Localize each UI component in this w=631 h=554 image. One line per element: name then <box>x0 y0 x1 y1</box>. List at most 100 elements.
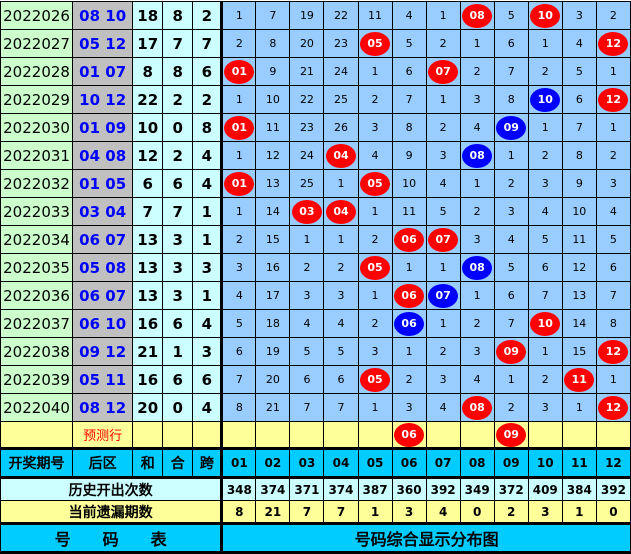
number-cell: 6 <box>323 365 359 394</box>
number-cell: 7 <box>561 113 597 142</box>
number-cell: 1 <box>527 113 563 142</box>
prediction-cell <box>561 421 597 449</box>
span-cell: 1 <box>192 197 224 226</box>
sum-cell: 16 <box>132 365 164 394</box>
back-zone-cell: 09 12 <box>72 337 134 366</box>
number-cell: 6 <box>493 29 529 58</box>
red-ball: 05 <box>360 255 391 280</box>
number-cell: 11 <box>255 113 291 142</box>
number-cell: 4 <box>289 309 325 338</box>
number-cell: 7 <box>527 281 563 310</box>
number-cell: 15 <box>255 225 291 254</box>
red-ball: 05 <box>360 171 391 196</box>
number-cell: 6 <box>595 253 631 282</box>
number-cell: 2 <box>425 113 461 142</box>
number-cell: 14 <box>255 197 291 226</box>
number-cell: 05 <box>357 253 393 282</box>
history-value: 384 <box>561 477 597 501</box>
span-cell: 3 <box>192 337 224 366</box>
red-ball: 07 <box>428 59 459 84</box>
history-value: 387 <box>357 477 393 501</box>
table-row: 2022034 06 07 13 3 1 2 15 1 1 2 06 07 3 4 5 11 5 <box>0 225 631 254</box>
sum-cell: 8 <box>132 57 164 86</box>
number-cell: 06 <box>391 281 427 310</box>
number-cell: 18 <box>255 309 291 338</box>
prediction-cell <box>255 421 291 449</box>
he-cell: 6 <box>162 309 194 338</box>
red-ball: 05 <box>360 31 391 56</box>
history-value: 360 <box>391 477 427 501</box>
blue-ball: 10 <box>530 87 561 112</box>
number-cell: 8 <box>255 29 291 58</box>
number-cell: 11 <box>357 1 393 30</box>
period-cell: 2022026 <box>0 1 74 30</box>
number-cell: 5 <box>323 337 359 366</box>
prediction-cell <box>289 421 325 449</box>
span-cell: 6 <box>192 57 224 86</box>
period-cell: 2022027 <box>0 29 74 58</box>
number-cell: 11 <box>561 225 597 254</box>
footer-left-title: 号 码 表 <box>0 522 224 554</box>
number-cell: 3 <box>459 225 495 254</box>
header-sum: 和 <box>132 447 164 479</box>
current-value: 2 <box>493 500 529 524</box>
header-period: 开奖期号 <box>0 447 74 479</box>
empty-cell <box>192 421 224 449</box>
number-cell: 5 <box>527 225 563 254</box>
red-ball: 10 <box>530 3 561 28</box>
number-cell: 12 <box>595 393 631 422</box>
history-value: 374 <box>255 477 291 501</box>
number-cell: 6 <box>493 281 529 310</box>
blue-ball: 09 <box>496 115 527 140</box>
number-cell: 17 <box>255 281 291 310</box>
number-cell: 12 <box>561 253 597 282</box>
number-cell: 1 <box>493 365 529 394</box>
number-cell: 9 <box>255 57 291 86</box>
period-cell: 2022040 <box>0 393 74 422</box>
number-cell: 8 <box>595 309 631 338</box>
number-cell: 14 <box>561 309 597 338</box>
red-ball: 10 <box>530 311 561 336</box>
table-row: 2022026 08 10 18 8 2 1 7 19 22 11 4 1 08 5 10 3 2 <box>0 1 631 30</box>
number-cell: 03 <box>289 197 325 226</box>
prediction-cell <box>595 421 631 449</box>
period-cell: 2022036 <box>0 281 74 310</box>
span-cell: 3 <box>192 253 224 282</box>
he-cell: 3 <box>162 253 194 282</box>
number-cell: 08 <box>459 141 495 170</box>
number-cell: 23 <box>323 29 359 58</box>
number-cell: 3 <box>221 253 257 282</box>
number-cell: 2 <box>595 1 631 30</box>
he-cell: 1 <box>162 337 194 366</box>
number-cell: 5 <box>561 57 597 86</box>
period-cell: 2022035 <box>0 253 74 282</box>
current-value: 7 <box>323 500 359 524</box>
number-cell: 09 <box>493 337 529 366</box>
red-ball: 08 <box>462 3 493 28</box>
span-cell: 4 <box>192 141 224 170</box>
prediction-cell <box>527 421 563 449</box>
number-cell: 13 <box>255 169 291 198</box>
he-cell: 6 <box>162 169 194 198</box>
period-cell: 2022038 <box>0 337 74 366</box>
number-cell: 4 <box>527 197 563 226</box>
number-cell: 10 <box>527 85 563 114</box>
number-cell: 4 <box>459 365 495 394</box>
span-cell: 6 <box>192 365 224 394</box>
current-value: 0 <box>459 500 495 524</box>
back-zone-cell: 08 12 <box>72 393 134 422</box>
number-cell: 13 <box>561 281 597 310</box>
number-cell: 3 <box>595 169 631 198</box>
number-cell: 3 <box>357 113 393 142</box>
number-cell: 23 <box>289 113 325 142</box>
back-zone-cell: 06 07 <box>72 225 134 254</box>
number-cell: 11 <box>561 365 597 394</box>
header-number: 06 <box>391 447 427 479</box>
number-cell: 08 <box>459 253 495 282</box>
number-cell: 1 <box>425 253 461 282</box>
red-ball: 06 <box>394 422 425 447</box>
number-cell: 1 <box>357 393 393 422</box>
number-cell: 9 <box>391 141 427 170</box>
current-row: 当前遗漏期数 8 21 7 7 1 3 4 0 2 3 1 0 <box>0 500 631 524</box>
